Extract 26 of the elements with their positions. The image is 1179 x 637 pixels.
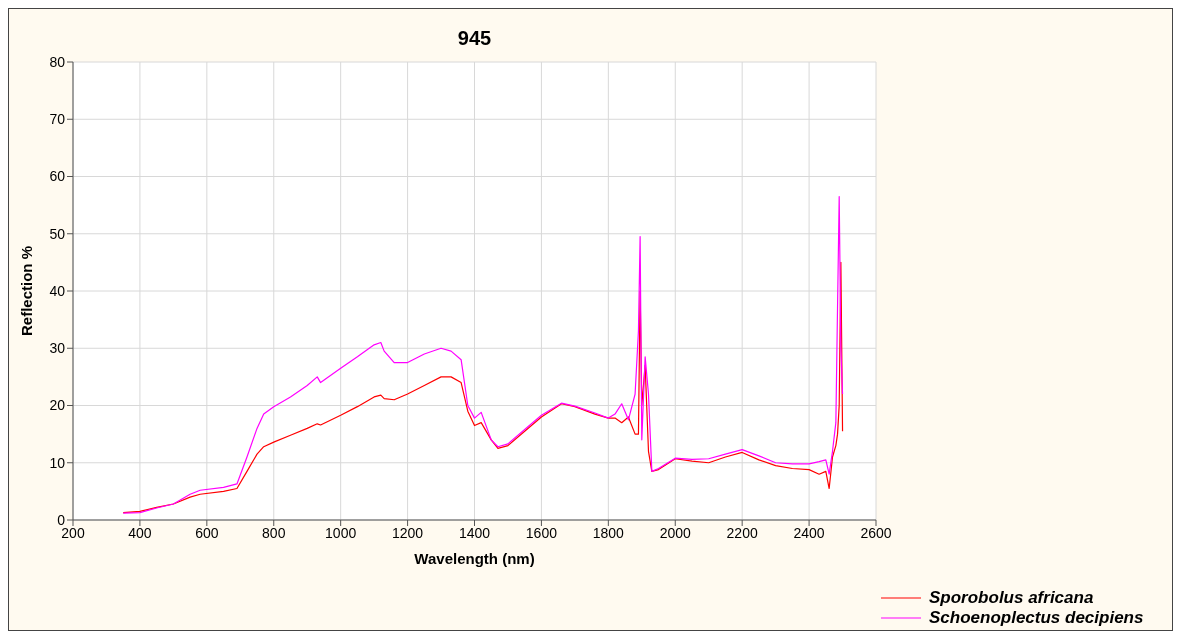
- y-tick-label: 40: [49, 282, 66, 299]
- x-tick-label: 1800: [592, 524, 625, 541]
- x-tick-label: 1400: [458, 524, 491, 541]
- y-tick-label: 70: [49, 111, 66, 128]
- x-axis-title: Wavelength (nm): [414, 550, 535, 567]
- x-tick-label: 600: [195, 524, 219, 541]
- y-tick-label: 50: [49, 225, 66, 242]
- y-axis-title: Reflection %: [18, 245, 36, 337]
- legend-label: Schoenoplectus decipiens: [929, 608, 1144, 628]
- x-tick-label: 2400: [793, 524, 825, 541]
- x-tick-label: 2000: [659, 524, 692, 541]
- y-tick-label: 10: [49, 454, 66, 471]
- x-tick-label: 2600: [860, 524, 892, 541]
- x-tick-label: 2200: [726, 524, 758, 541]
- y-tick-label: 30: [49, 340, 66, 357]
- chart-title: 945: [456, 27, 493, 50]
- x-tick-label: 1200: [392, 524, 424, 541]
- x-tick-label: 1600: [525, 524, 558, 541]
- x-tick-label: 400: [128, 524, 152, 541]
- legend-label: Sporobolus africana: [929, 588, 1094, 608]
- x-tick-label: 800: [262, 524, 286, 541]
- y-tick-label: 20: [49, 397, 66, 414]
- line-series: [122, 195, 844, 514]
- y-tick-label: 80: [49, 53, 66, 70]
- y-tick-label: 60: [49, 168, 66, 185]
- x-tick-label: 1000: [325, 524, 357, 541]
